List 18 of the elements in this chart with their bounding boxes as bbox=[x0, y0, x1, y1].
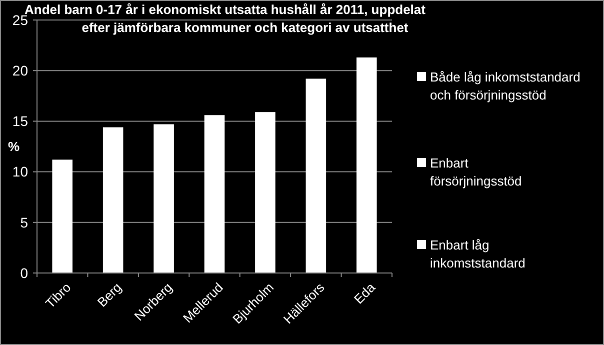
bar bbox=[52, 160, 72, 273]
y-tick-label: 10 bbox=[12, 164, 28, 180]
bar bbox=[356, 57, 377, 273]
bar bbox=[204, 115, 225, 273]
y-tick-label: 15 bbox=[12, 113, 28, 130]
y-tick-label: 20 bbox=[12, 62, 28, 78]
text: Enbart låg inkomststandard bbox=[430, 238, 526, 271]
text: Både låg inkomststandard och försörjningsstöd bbox=[430, 70, 580, 103]
bar bbox=[154, 124, 174, 273]
y-tick-label: 5 bbox=[20, 214, 28, 230]
bar bbox=[306, 78, 326, 273]
bar bbox=[255, 112, 276, 273]
bar bbox=[102, 127, 124, 273]
y-axis-title: % bbox=[8, 139, 20, 154]
x-tick-label: Tibro bbox=[42, 280, 74, 311]
text: Enbart försörjningsstöd bbox=[430, 156, 522, 189]
y-tick-label: 0 bbox=[20, 264, 28, 281]
x-tick-label: Eda bbox=[351, 279, 379, 307]
